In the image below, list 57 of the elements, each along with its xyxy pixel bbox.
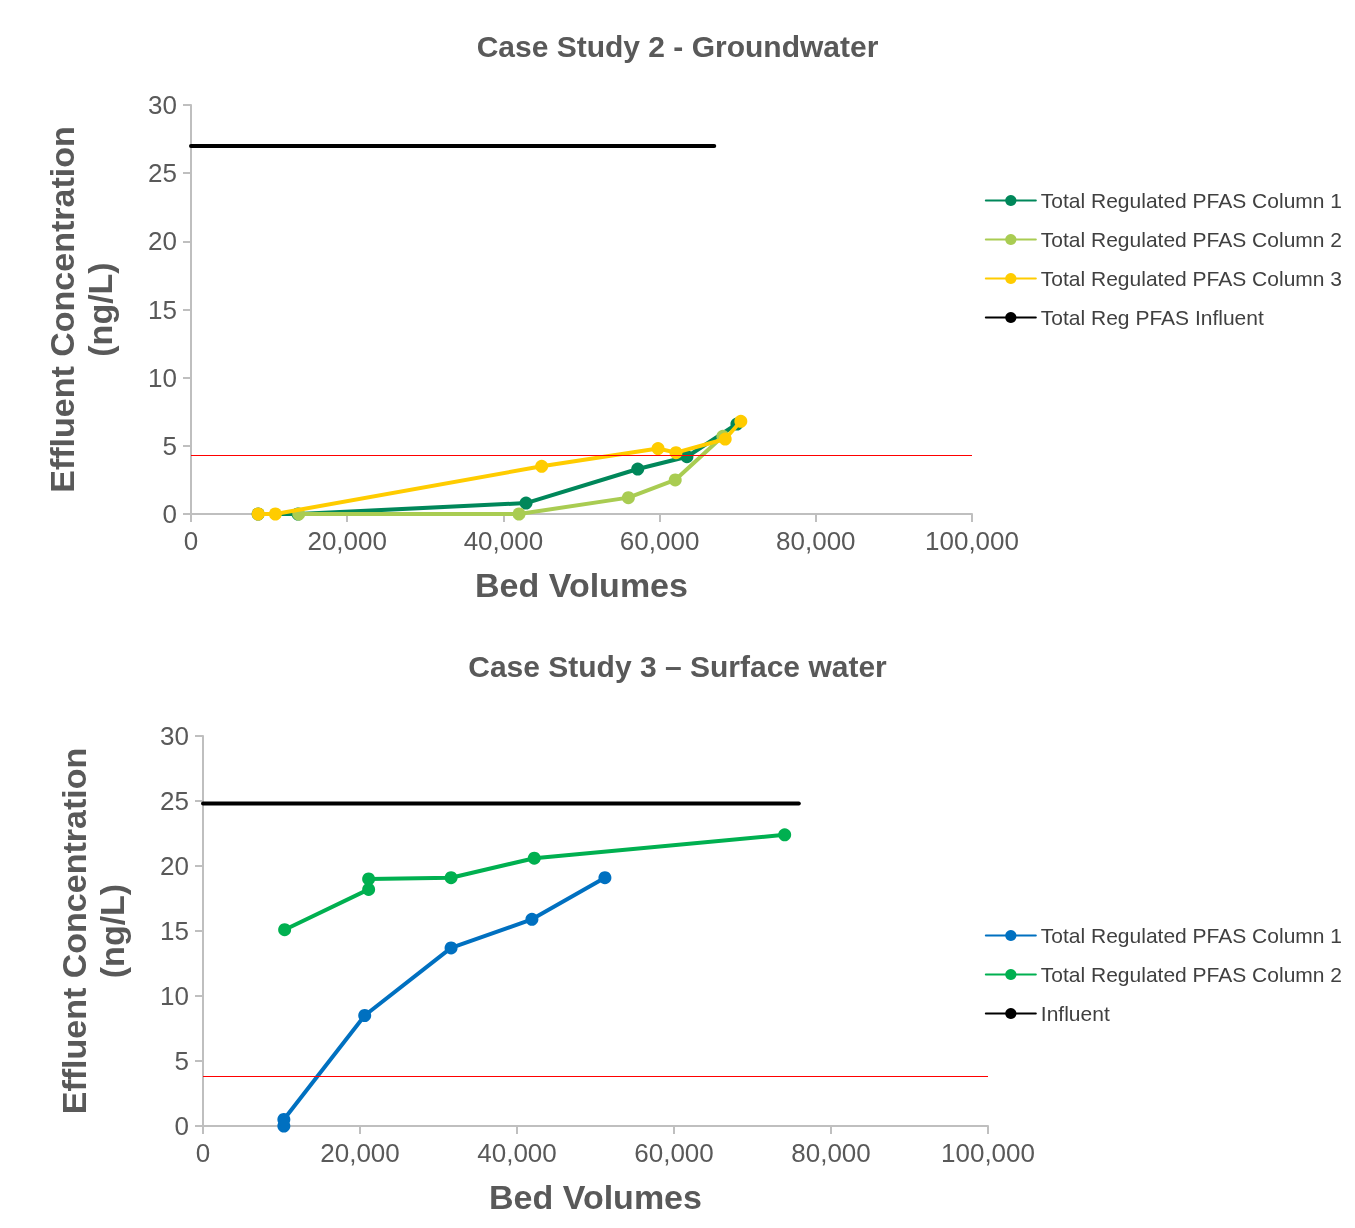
x-tick-label: 100,000 bbox=[925, 526, 1019, 556]
point bbox=[358, 1009, 372, 1022]
point bbox=[778, 828, 792, 842]
point bbox=[519, 496, 533, 510]
point bbox=[668, 473, 682, 487]
point bbox=[268, 507, 282, 521]
y-tick-label: 15 bbox=[148, 294, 177, 325]
x-tick-label: 20,000 bbox=[320, 1138, 400, 1168]
x-tick-label: 60,000 bbox=[619, 526, 700, 556]
y-tick-label: 30 bbox=[148, 90, 177, 120]
y-tick-label: 25 bbox=[148, 158, 177, 189]
x-tick-label: 100,000 bbox=[941, 1138, 1035, 1168]
x-axis-title: Bed Volumes bbox=[489, 1178, 702, 1216]
x-tick-label: 0 bbox=[195, 1138, 211, 1168]
point bbox=[278, 923, 292, 937]
chart-title: Case Study 2 - Groundwater bbox=[476, 29, 879, 63]
y-tick-label: 25 bbox=[160, 786, 189, 816]
y-axis-title: Effluent Concentration (ng/L) bbox=[55, 747, 131, 1115]
legend-label: Total Regulated PFAS Column 2 bbox=[1040, 963, 1342, 986]
y-tick-label: 0 bbox=[174, 1111, 189, 1141]
point bbox=[527, 851, 541, 865]
legend-label: Total Reg PFAS Influent bbox=[1040, 306, 1264, 329]
point bbox=[444, 871, 458, 885]
legend-label: Total Regulated PFAS Column 2 bbox=[1040, 228, 1342, 251]
x-tick-label: 80,000 bbox=[776, 526, 856, 556]
point bbox=[651, 442, 665, 456]
point bbox=[631, 462, 645, 476]
point bbox=[362, 872, 376, 886]
point bbox=[621, 491, 635, 505]
x-tick-label: 40,000 bbox=[477, 1138, 557, 1168]
point bbox=[535, 459, 549, 473]
y-axis-title: Effluent Concentration (ng/L) bbox=[43, 126, 119, 493]
x-tick-label: 60,000 bbox=[634, 1138, 714, 1168]
x-axis-title: Bed Volumes bbox=[475, 566, 688, 604]
legend-label: Total Regulated PFAS Column 1 bbox=[1040, 924, 1342, 947]
y-tick-label: 0 bbox=[162, 499, 177, 529]
point bbox=[734, 414, 748, 428]
y-tick-label: 30 bbox=[160, 721, 189, 751]
y-tick-label: 5 bbox=[162, 430, 177, 461]
y-tick-label: 10 bbox=[160, 981, 189, 1011]
point bbox=[362, 882, 376, 896]
x-tick-label: 40,000 bbox=[463, 526, 544, 556]
x-tick-label: 80,000 bbox=[791, 1138, 871, 1168]
point bbox=[598, 871, 612, 885]
y-tick-label: 20 bbox=[160, 851, 189, 881]
chart-title: Case Study 3 – Surface water bbox=[468, 649, 888, 683]
point bbox=[525, 912, 539, 926]
y-tick-label: 10 bbox=[148, 362, 177, 393]
point bbox=[444, 941, 458, 955]
legend-label: Influent bbox=[1040, 1002, 1110, 1025]
y-tick-label: 5 bbox=[174, 1046, 189, 1076]
legend-label: Total Regulated PFAS Column 1 bbox=[1040, 189, 1342, 212]
x-tick-label: 20,000 bbox=[307, 526, 387, 556]
y-tick-label: 15 bbox=[160, 916, 189, 946]
point bbox=[512, 507, 526, 521]
y-tick-label: 20 bbox=[148, 226, 177, 257]
legend-label: Total Regulated PFAS Column 3 bbox=[1040, 267, 1342, 290]
